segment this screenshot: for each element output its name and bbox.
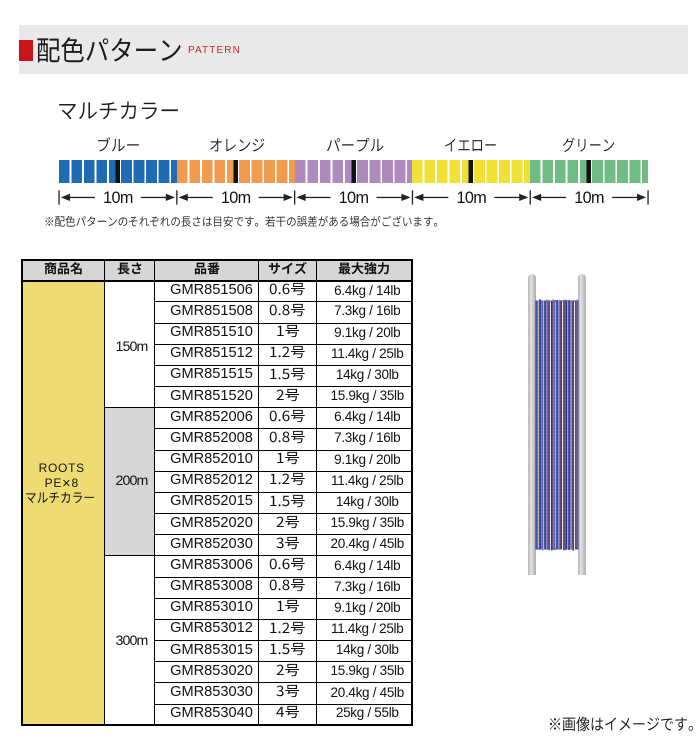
svg-text:10m: 10m	[103, 189, 133, 207]
svg-text:10m: 10m	[339, 189, 369, 207]
svg-text:10m: 10m	[221, 189, 251, 207]
svg-text:10m: 10m	[456, 189, 486, 207]
svg-text:10m: 10m	[574, 189, 604, 207]
